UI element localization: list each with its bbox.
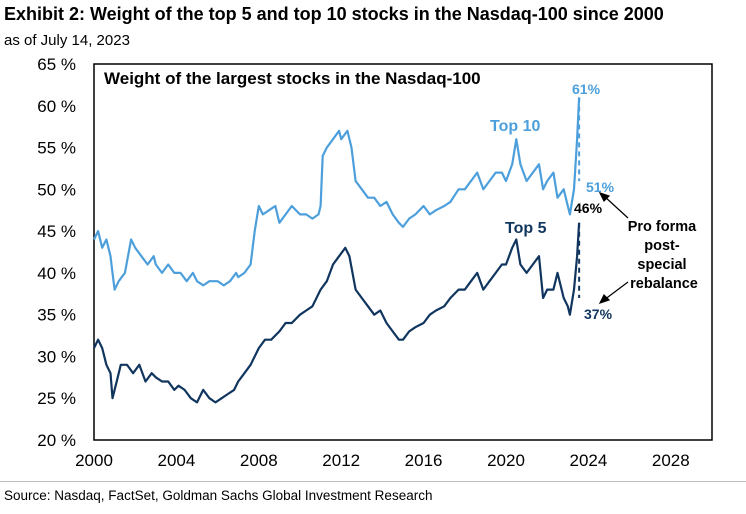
y-tick-label: 65 % — [37, 55, 76, 74]
y-tick-label: 35 % — [37, 306, 76, 325]
x-tick-label: 2012 — [322, 451, 360, 470]
y-tick-label: 40 % — [37, 264, 76, 283]
x-tick-label: 2008 — [240, 451, 278, 470]
y-tick-label: 60 % — [37, 97, 76, 116]
arrow-to-top10 — [603, 195, 629, 219]
top5-pro-forma-label: 37% — [584, 306, 613, 322]
pro-forma-line-1: Pro forma — [628, 219, 697, 235]
pro-forma-note: Pro forma post- special rebalance — [628, 219, 701, 292]
pro-forma-line-2: post- — [644, 238, 680, 254]
y-tick-label: 55 % — [37, 139, 76, 158]
y-tick-label: 45 % — [37, 222, 76, 241]
chart-title: Weight of the largest stocks in the Nasd… — [104, 69, 481, 88]
y-axis: 20 % 25 % 30 % 35 % 40 % 45 % 50 % 55 % 60 % 65 % — [37, 55, 76, 450]
y-tick-label: 25 % — [37, 389, 76, 408]
x-tick-label: 2024 — [569, 451, 607, 470]
x-tick-label: 2000 — [75, 451, 113, 470]
pro-forma-line-3: special — [637, 257, 686, 273]
arrowhead-top10 — [598, 191, 611, 203]
top10-end-label: 61% — [572, 81, 601, 97]
top10-series-label: Top 10 — [490, 118, 540, 135]
y-tick-label: 20 % — [37, 431, 76, 450]
source-note: Source: Nasdaq, FactSet, Goldman Sachs G… — [4, 488, 433, 503]
annotations: Top 10 Top 5 61% 51% 46% 37% Pro forma p… — [490, 81, 701, 322]
pro-forma-line-4: rebalance — [630, 276, 698, 292]
chart-canvas: 20 % 25 % 30 % 35 % 40 % 45 % 50 % 55 % 60 % 65 %… — [37, 55, 713, 470]
y-tick-label: 30 % — [37, 347, 76, 366]
top10-series-line — [93, 97, 581, 291]
arrow-to-top5 — [603, 281, 629, 301]
x-tick-label: 2020 — [487, 451, 525, 470]
top5-end-label: 46% — [574, 200, 603, 216]
top5-series-label: Top 5 — [505, 220, 547, 237]
top10-pro-forma-label: 51% — [586, 179, 615, 195]
x-axis: 2000 2004 2008 2012 2016 2020 2024 2028 — [75, 451, 690, 470]
pro-forma-arrows — [598, 191, 629, 305]
y-tick-label: 50 % — [37, 180, 76, 199]
footer-divider — [0, 481, 746, 482]
arrowhead-top5 — [598, 293, 611, 305]
x-tick-label: 2016 — [405, 451, 443, 470]
exhibit-title: Exhibit 2: Weight of the top 5 and top 1… — [4, 4, 664, 24]
top5-series-line — [93, 222, 581, 404]
exhibit-subtitle: as of July 14, 2023 — [4, 32, 130, 49]
plot-frame — [93, 63, 713, 441]
x-tick-label: 2004 — [157, 451, 195, 470]
x-tick-label: 2028 — [652, 451, 690, 470]
series-group — [93, 97, 581, 404]
